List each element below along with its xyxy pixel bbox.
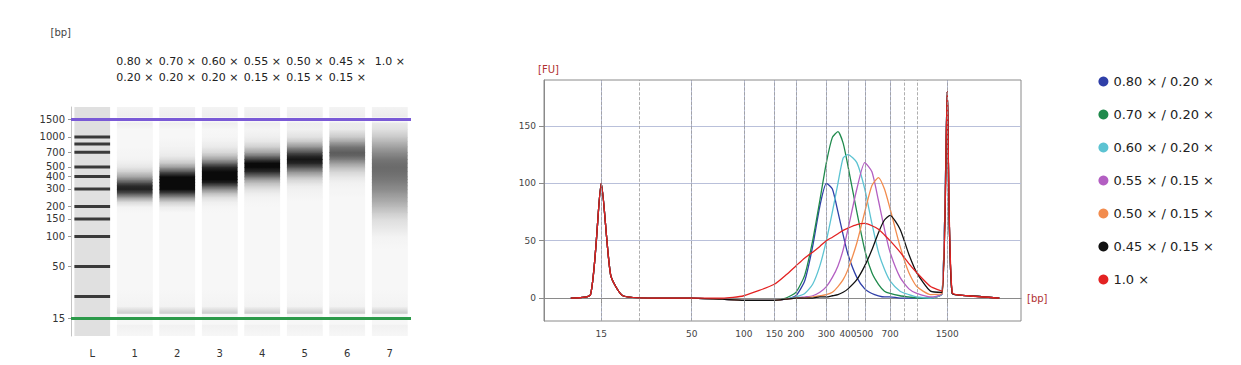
svg-text:0: 0 (530, 293, 536, 303)
svg-text:0.60 ×: 0.60 × (201, 55, 238, 68)
svg-text:300: 300 (818, 329, 835, 339)
svg-text:400: 400 (839, 329, 856, 339)
svg-text:700: 700 (46, 147, 65, 158)
svg-text:5: 5 (302, 348, 308, 359)
svg-text:150: 150 (46, 213, 65, 224)
svg-text:0.45 × / 0.15 ×: 0.45 × / 0.15 × (1113, 239, 1214, 254)
svg-text:0.70 ×: 0.70 × (159, 55, 196, 68)
svg-text:0.70 × / 0.20 ×: 0.70 × / 0.20 × (1113, 107, 1214, 122)
svg-text:0.55 ×: 0.55 × (244, 55, 281, 68)
svg-text:0.55 × / 0.15 ×: 0.55 × / 0.15 × (1113, 173, 1214, 188)
svg-text:500: 500 (46, 161, 65, 172)
svg-text:500: 500 (856, 329, 873, 339)
svg-text:1.0 ×: 1.0 × (375, 55, 405, 68)
svg-text:1.0 ×: 1.0 × (1113, 272, 1149, 287)
svg-text:2: 2 (174, 348, 180, 359)
svg-text:L: L (89, 348, 95, 359)
svg-text:400: 400 (46, 171, 65, 182)
svg-text:[bp]: [bp] (1027, 293, 1048, 304)
svg-text:200: 200 (46, 201, 65, 212)
svg-text:0.80 × / 0.20 ×: 0.80 × / 0.20 × (1113, 74, 1214, 89)
svg-text:15: 15 (596, 329, 607, 339)
svg-text:6: 6 (344, 348, 350, 359)
svg-text:0.20 ×: 0.20 × (159, 71, 196, 84)
svg-text:0.60 × / 0.20 ×: 0.60 × / 0.20 × (1113, 140, 1214, 155)
svg-text:700: 700 (881, 329, 898, 339)
svg-text:300: 300 (46, 183, 65, 194)
svg-text:7: 7 (387, 348, 393, 359)
svg-text:200: 200 (787, 329, 804, 339)
svg-text:50: 50 (686, 329, 698, 339)
svg-text:0.50 ×: 0.50 × (286, 55, 323, 68)
svg-text:0.20 ×: 0.20 × (201, 71, 238, 84)
svg-text:4: 4 (259, 348, 265, 359)
svg-text:[bp]: [bp] (51, 27, 72, 38)
svg-text:100: 100 (519, 178, 536, 188)
svg-text:0.15 ×: 0.15 × (286, 71, 323, 84)
svg-text:0.45 ×: 0.45 × (329, 55, 366, 68)
svg-text:150: 150 (519, 121, 536, 131)
svg-text:[FU]: [FU] (538, 64, 559, 75)
svg-text:1500: 1500 (936, 329, 959, 339)
svg-text:1000: 1000 (40, 131, 65, 142)
svg-text:100: 100 (735, 329, 752, 339)
svg-text:1500: 1500 (40, 114, 65, 125)
svg-text:100: 100 (46, 231, 65, 242)
svg-text:150: 150 (766, 329, 783, 339)
svg-text:15: 15 (52, 313, 65, 324)
svg-text:0.50 × / 0.15 ×: 0.50 × / 0.15 × (1113, 206, 1214, 221)
svg-text:3: 3 (217, 348, 223, 359)
svg-text:0.15 ×: 0.15 × (244, 71, 281, 84)
svg-text:50: 50 (52, 261, 65, 272)
svg-text:0.80 ×: 0.80 × (116, 55, 153, 68)
svg-text:0.15 ×: 0.15 × (329, 71, 366, 84)
svg-text:0.20 ×: 0.20 × (116, 71, 153, 84)
svg-text:1: 1 (132, 348, 138, 359)
svg-text:50: 50 (525, 236, 537, 246)
